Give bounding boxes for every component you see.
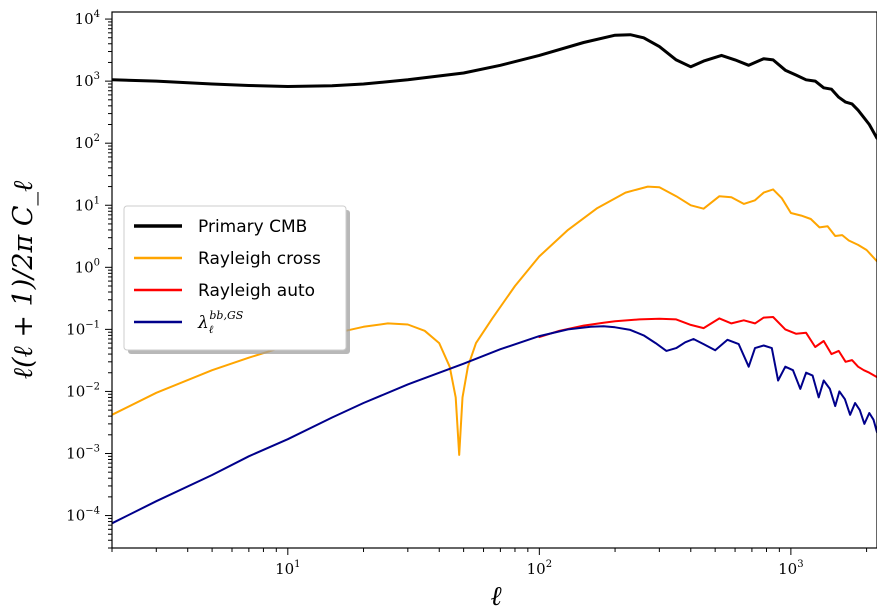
y-axis-ticks: 10−4 10−3 10−2 10−1 100 101 102 103 104 — [66, 9, 112, 549]
y-tick-label: 102 — [75, 133, 100, 152]
y-tick-label: 10−4 — [66, 506, 100, 525]
y-tick-label: 103 — [75, 71, 100, 90]
series-line-0 — [112, 33, 877, 140]
x-tick-label: 102 — [527, 559, 552, 578]
y-tick-label: 104 — [75, 9, 100, 28]
x-tick-label: 101 — [275, 559, 300, 578]
x-axis-ticks: 101 102 103 — [111, 548, 868, 578]
legend-label-0: Primary CMB — [198, 217, 307, 237]
y-tick-label: 10−3 — [66, 443, 100, 462]
legend-box — [123, 205, 347, 351]
y-tick-label: 10−2 — [66, 381, 100, 400]
series-line-1 — [112, 185, 877, 456]
x-tick-label: 103 — [778, 559, 803, 578]
series-line-3 — [112, 325, 877, 525]
legend-label-1: Rayleigh cross — [198, 249, 321, 269]
x-axis-label: ℓ — [490, 581, 502, 610]
y-tick-label: 10−1 — [66, 319, 100, 338]
series-line-2 — [538, 316, 877, 379]
series-layer — [112, 33, 877, 525]
y-tick-label: 100 — [75, 257, 100, 276]
y-tick-label: 101 — [75, 195, 100, 214]
legend-label-2: Rayleigh auto — [198, 281, 315, 301]
y-axis-label: ℓ(ℓ + 1)/2π C_ℓ — [8, 180, 39, 379]
plot-frame — [111, 11, 877, 549]
